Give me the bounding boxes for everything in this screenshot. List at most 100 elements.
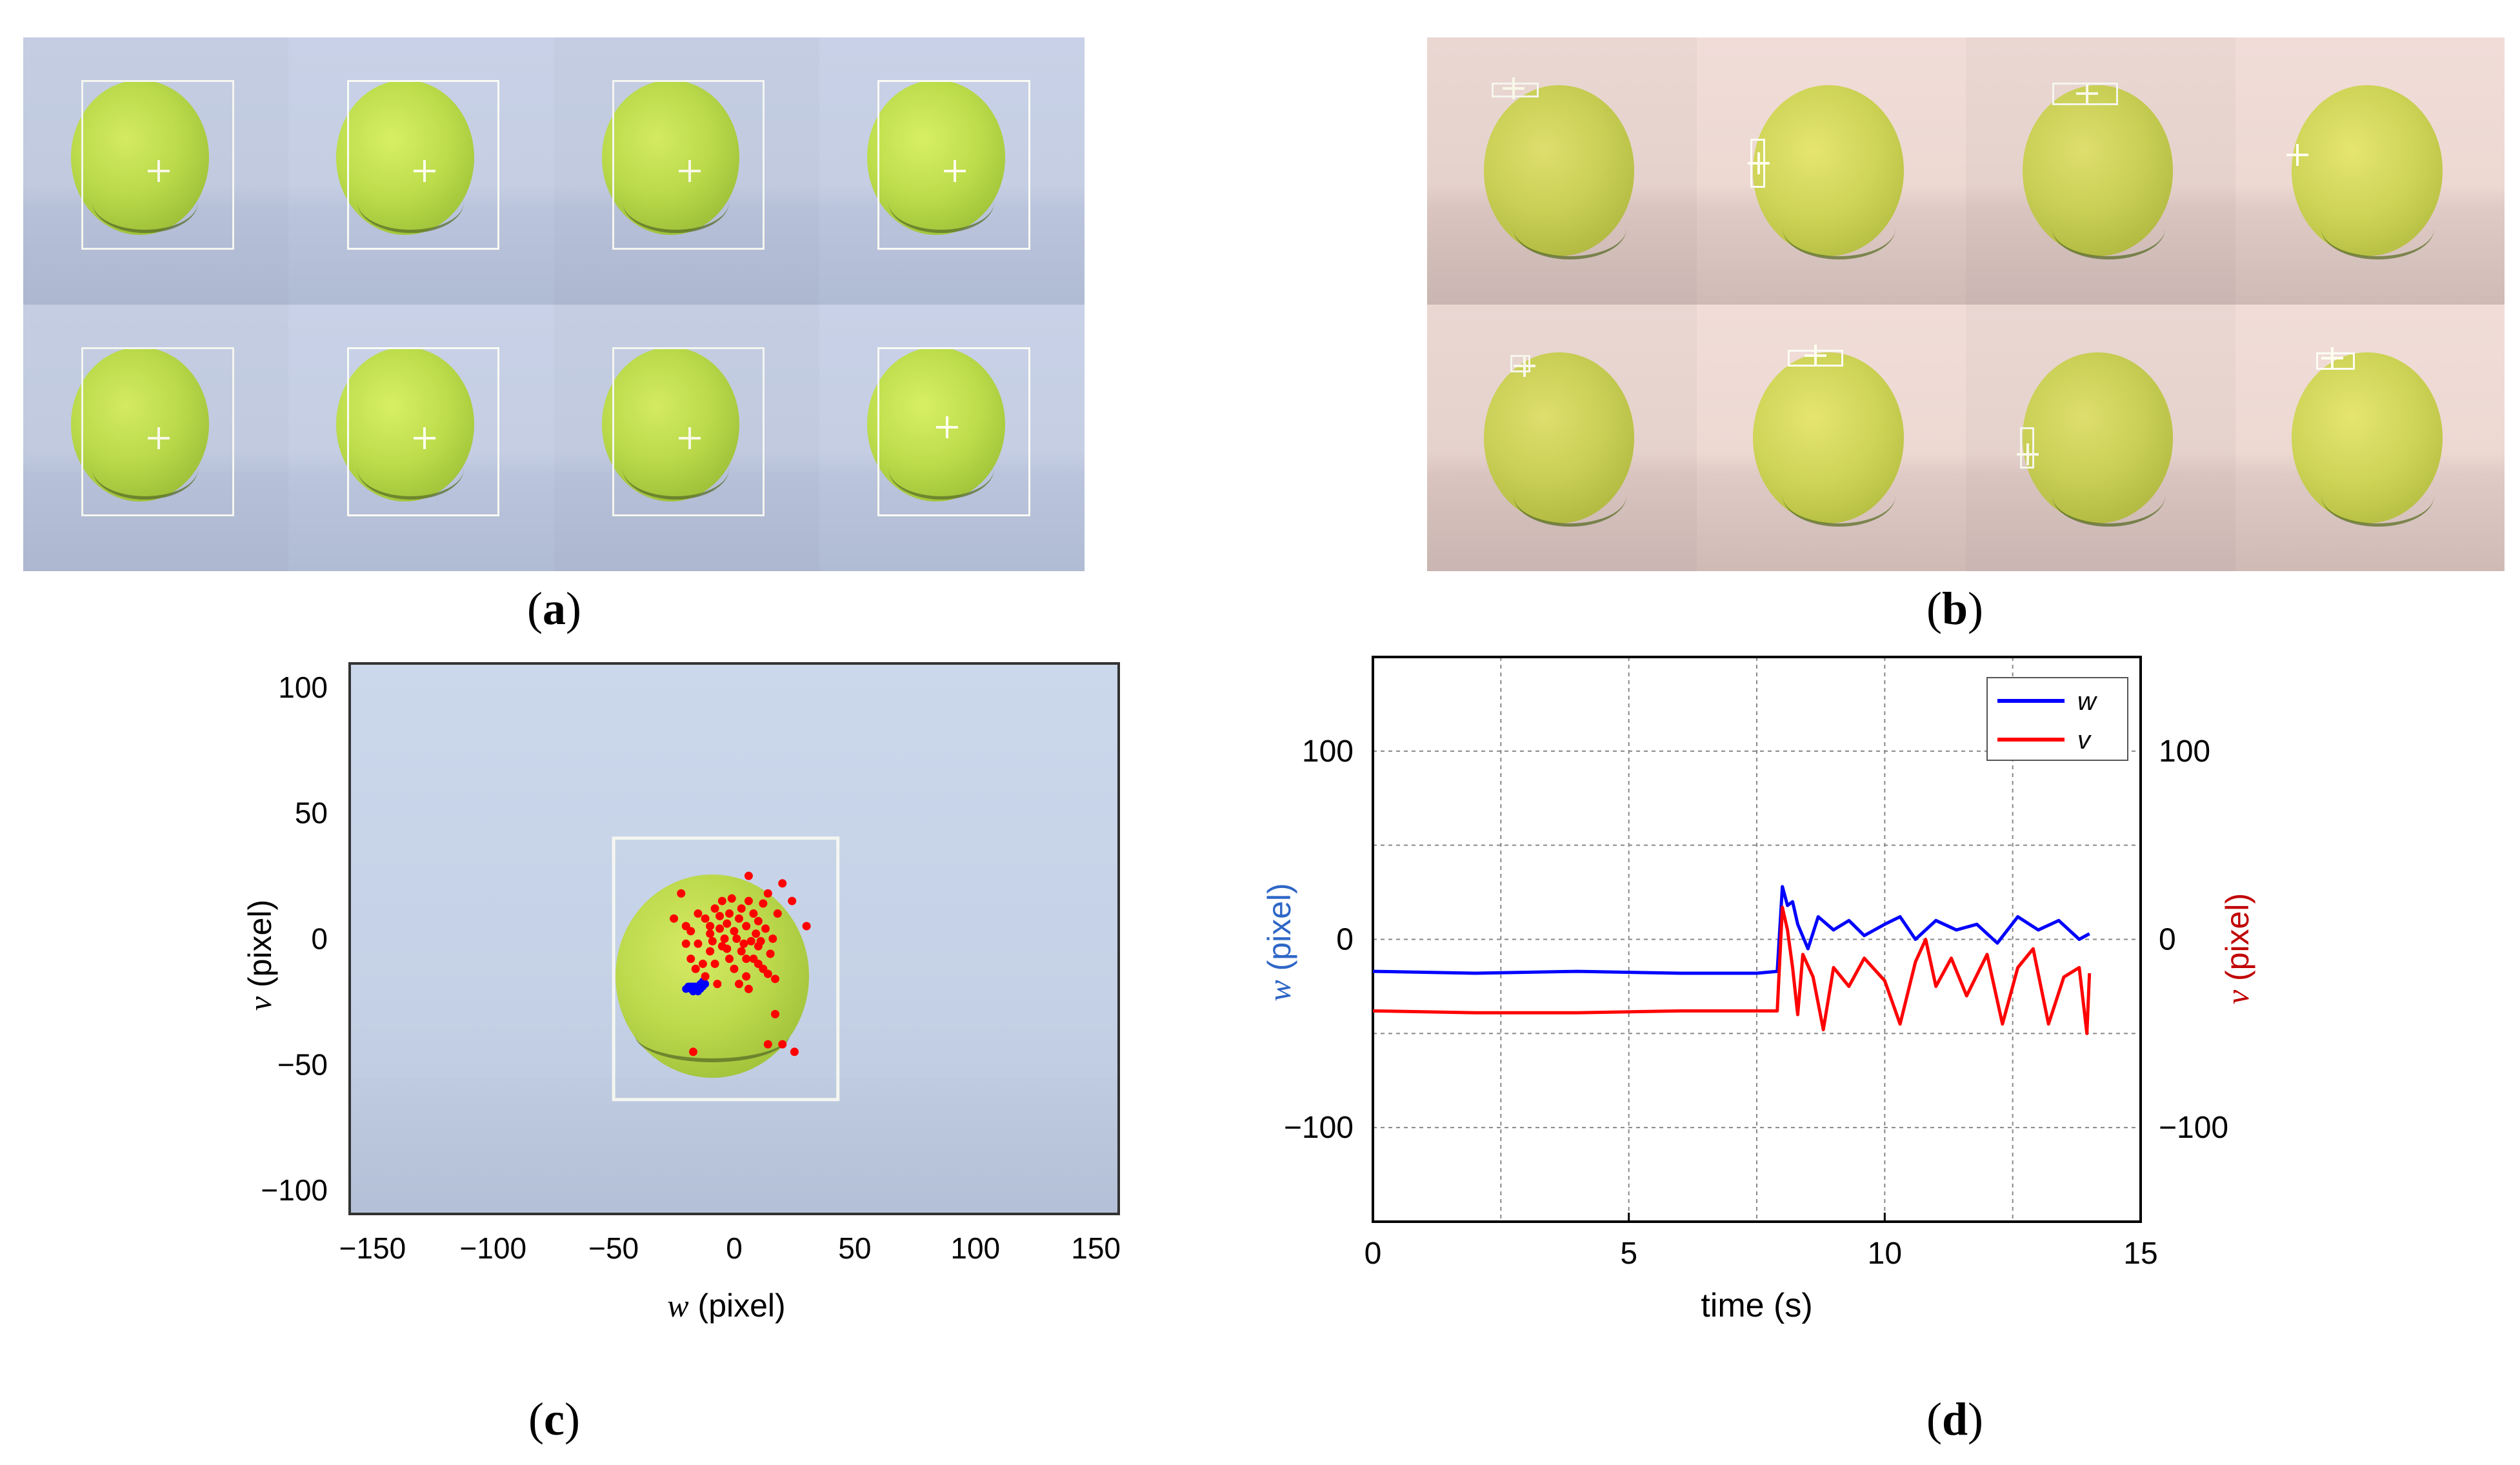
y-tick-label-c-4: −100 — [261, 1173, 328, 1207]
red-point-24 — [710, 959, 719, 968]
red-point-6 — [710, 904, 719, 913]
y-tick-label-c-1: 50 — [295, 796, 328, 830]
red-point-61 — [778, 1040, 787, 1049]
red-point-15 — [744, 896, 753, 905]
red-point-12 — [734, 914, 743, 923]
red-point-54 — [754, 959, 763, 968]
red-point-34 — [701, 972, 710, 981]
frame-b7 — [1966, 304, 2235, 571]
red-point-21 — [778, 879, 787, 888]
series-line-v — [1372, 905, 2092, 1035]
label-b: (b) — [1926, 583, 1983, 634]
red-point-58 — [771, 975, 780, 984]
y-axis-label-left-d: w (pixel) — [1261, 883, 1297, 1001]
red-point-62 — [790, 1047, 799, 1056]
red-point-42 — [720, 935, 729, 943]
y-tick-label-right-d-0: 100 — [2159, 734, 2210, 769]
frame-a4 — [819, 37, 1085, 305]
frame-a8 — [819, 304, 1085, 571]
frame-a2 — [288, 37, 554, 305]
label-d: (d) — [1926, 1393, 1983, 1445]
legend-label-w: w — [2077, 687, 2098, 716]
red-point-67 — [744, 871, 753, 880]
red-point-55 — [763, 969, 772, 978]
red-point-48 — [768, 935, 777, 943]
panel-b-image-grid — [1427, 37, 2505, 571]
red-point-11 — [730, 927, 739, 936]
x-axis-label-d: time (s) — [1701, 1287, 1812, 1324]
red-point-41 — [706, 929, 715, 938]
red-point-22 — [788, 896, 797, 905]
y-axis-label-c: v (pixel) — [242, 900, 278, 1011]
red-point-36 — [734, 980, 743, 989]
y-tick-label-left-d-0: 100 — [1302, 734, 1354, 769]
label-c: (c) — [528, 1393, 580, 1445]
frame-b1 — [1427, 37, 1697, 305]
y-tick-label-c-2: 0 — [311, 922, 328, 956]
red-point-39 — [686, 955, 695, 964]
y-tick-label-right-d-2: −100 — [2159, 1111, 2228, 1145]
red-point-7 — [715, 911, 725, 920]
legend-label-v: v — [2077, 726, 2092, 754]
frame-b8 — [2235, 304, 2505, 571]
red-point-66 — [802, 922, 811, 931]
red-point-56 — [698, 959, 707, 968]
red-point-44 — [739, 939, 748, 948]
red-point-14 — [742, 922, 751, 931]
y-axis-label-right-d: v (pixel) — [2219, 893, 2255, 1004]
red-point-29 — [742, 972, 751, 981]
red-point-10 — [725, 909, 734, 918]
frame-b3 — [1966, 37, 2235, 305]
red-point-4 — [701, 914, 710, 923]
red-point-8 — [717, 896, 726, 905]
red-point-64 — [677, 889, 686, 898]
blue-point-13 — [694, 987, 702, 996]
frame-a1 — [23, 37, 289, 305]
y-tick-label-left-d-1: 0 — [1336, 923, 1354, 957]
frame-b4 — [2235, 37, 2505, 305]
x-tick-label-c-6: 150 — [1071, 1231, 1121, 1265]
y-tick-label-c-3: −50 — [277, 1047, 328, 1081]
red-point-9 — [723, 919, 732, 928]
red-point-53 — [742, 955, 751, 964]
red-point-59 — [727, 894, 736, 903]
red-point-40 — [681, 939, 690, 948]
x-tick-label-d-0: 0 — [1365, 1237, 1382, 1271]
red-point-28 — [737, 947, 746, 956]
x-tick-label-c-1: −100 — [459, 1231, 526, 1265]
x-tick-label-c-3: 0 — [726, 1231, 743, 1265]
red-point-65 — [771, 1009, 780, 1018]
y-tick-label-c-0: 100 — [278, 671, 328, 704]
red-point-5 — [706, 922, 715, 931]
red-point-2 — [686, 927, 695, 936]
frame-b6 — [1696, 304, 1966, 571]
red-point-49 — [746, 936, 755, 945]
red-point-52 — [723, 944, 732, 953]
red-point-47 — [761, 924, 770, 933]
red-point-23 — [706, 947, 715, 956]
red-point-18 — [759, 899, 768, 908]
red-point-45 — [752, 929, 761, 938]
panel-a-image-grid — [23, 37, 1085, 571]
series-line-w — [1372, 885, 2090, 975]
x-tick-label-c-4: 50 — [838, 1231, 871, 1265]
x-tick-label-d-3: 15 — [2123, 1237, 2157, 1271]
red-point-26 — [725, 955, 734, 964]
legend-box-d — [1986, 677, 2128, 761]
panel-c-photo — [348, 662, 1120, 1215]
red-point-57 — [691, 964, 700, 973]
red-point-19 — [763, 889, 772, 898]
red-point-51 — [708, 936, 717, 945]
x-axis-label-c: w (pixel) — [667, 1288, 785, 1324]
red-point-63 — [763, 1040, 772, 1049]
label-a: (a) — [527, 583, 581, 634]
red-point-20 — [773, 909, 782, 918]
frame-a7 — [554, 304, 819, 571]
red-point-38 — [694, 939, 703, 948]
frame-a5 — [23, 304, 289, 571]
plot-frame-d — [1372, 656, 2142, 1223]
red-point-37 — [744, 984, 753, 993]
red-point-33 — [766, 949, 775, 958]
